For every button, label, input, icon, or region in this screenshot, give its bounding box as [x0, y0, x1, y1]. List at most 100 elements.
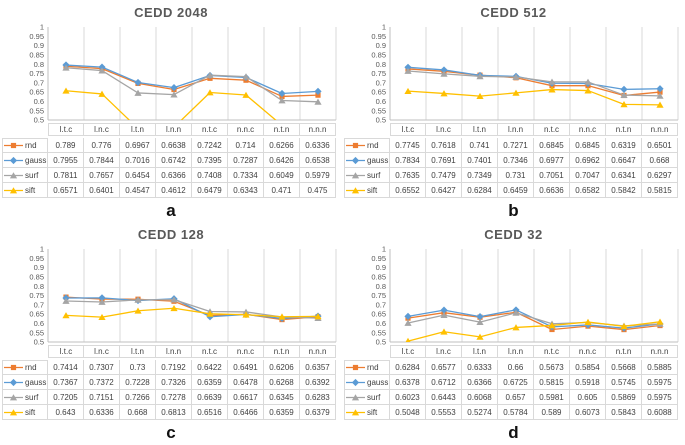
- y-axis-tick-label: 0.5: [34, 338, 44, 345]
- legend-key-surf: surf: [2, 168, 48, 183]
- marker-gauss: [134, 78, 142, 87]
- value-cell: 0.6577: [426, 360, 462, 375]
- value-cell: 0.7844: [84, 153, 120, 168]
- marker-surf: [62, 297, 70, 304]
- value-cell: 0.6466: [228, 405, 264, 420]
- marker-sift: [98, 313, 106, 321]
- value-cell: 0.7307: [84, 360, 120, 375]
- legend-key-sift: sift: [344, 405, 390, 420]
- value-cell: 0.5869: [606, 390, 642, 405]
- marker-surf: [584, 78, 592, 85]
- marker-surf: [242, 73, 250, 80]
- line-chart: 10.950.90.850.80.750.70.650.60.550.5: [371, 245, 679, 345]
- rnd-legend-icon: [346, 142, 365, 149]
- value-cell: 0.657: [498, 390, 534, 405]
- value-cell: 0.7408: [192, 168, 228, 183]
- series-name: gauss: [25, 377, 47, 387]
- legend-key-gauss: gauss: [344, 375, 390, 390]
- category-header: l.t.n: [120, 123, 156, 136]
- value-cell: 0.6357: [300, 360, 336, 375]
- marker-surf: [134, 89, 142, 96]
- value-cell: 0.5274: [462, 405, 498, 420]
- marker-gauss: [314, 87, 322, 95]
- chart-title: CEDD 2048: [134, 5, 208, 20]
- sift-legend-icon: [4, 408, 23, 415]
- value-cell: 0.714: [228, 138, 264, 153]
- marker-surf: [476, 73, 484, 80]
- y-axis-tick-label: 0.75: [29, 291, 44, 300]
- marker-sift: [134, 307, 142, 314]
- value-cell: 0.7346: [498, 153, 534, 168]
- value-cell: 0.5981: [534, 390, 570, 405]
- marker-sift: [206, 310, 214, 317]
- value-cell: 0.7326: [156, 375, 192, 390]
- value-cell: 0.7242: [192, 138, 228, 153]
- marker-sift: [656, 101, 664, 108]
- value-cell: 0.741: [462, 138, 498, 153]
- value-cell: 0.776: [84, 138, 120, 153]
- value-cell: 0.6552: [390, 183, 426, 198]
- value-cell: 0.7635: [390, 168, 426, 183]
- y-axis-tick-label: 0.85: [29, 51, 44, 60]
- series-name: surf: [25, 170, 39, 180]
- legend-key-sift: sift: [2, 183, 48, 198]
- category-header: n.n.c: [570, 123, 606, 136]
- marker-sift: [584, 318, 592, 325]
- marker-gauss: [170, 83, 178, 92]
- category-header: n.t.c: [192, 345, 228, 358]
- value-cell: 0.5979: [300, 168, 336, 183]
- series-line-sift: [65, 307, 319, 318]
- value-cell: 0.5885: [642, 360, 678, 375]
- category-header: l.n.c: [426, 345, 462, 358]
- marker-sift: [62, 87, 70, 94]
- legend-key-rnd: rnd: [2, 360, 48, 375]
- panel-label: b: [508, 201, 519, 220]
- value-cell: 0.5745: [606, 375, 642, 390]
- chart-title: CEDD 32: [484, 227, 543, 242]
- category-header: n.t.c: [534, 123, 570, 136]
- category-header: n.t.c: [192, 123, 228, 136]
- value-cell: 0.6336: [300, 138, 336, 153]
- category-header: l.n.n: [498, 123, 534, 136]
- line-chart: 10.950.90.850.80.750.70.650.60.550.5: [29, 23, 337, 123]
- y-axis-tick-label: 0.65: [371, 88, 386, 97]
- value-cell: 0.7228: [120, 375, 156, 390]
- category-header: l.t.c: [48, 345, 84, 358]
- y-axis-tick-label: 0.55: [29, 328, 44, 337]
- value-cell: 0.6068: [462, 390, 498, 405]
- value-cell: 0.5668: [606, 360, 642, 375]
- category-header: n.n.n: [300, 345, 336, 358]
- value-cell: 0.7955: [48, 153, 84, 168]
- gauss-legend-icon: [4, 156, 23, 164]
- value-cell: 0.6478: [228, 375, 264, 390]
- category-header: l.t.n: [462, 123, 498, 136]
- series-name: sift: [367, 407, 378, 417]
- surf-legend-icon: [346, 171, 365, 178]
- value-cell: 0.6392: [300, 375, 336, 390]
- value-cell: 0.7266: [120, 390, 156, 405]
- value-cell: 0.6206: [264, 360, 300, 375]
- marker-sift: [548, 86, 556, 93]
- y-axis-tick-label: 0.75: [371, 69, 386, 78]
- y-axis-tick-label: 0.5: [376, 116, 386, 123]
- value-cell: 0.6516: [192, 405, 228, 420]
- marker-surf: [476, 318, 484, 326]
- value-cell: 0.7349: [462, 168, 498, 183]
- y-axis-tick-label: 0.7: [376, 300, 386, 309]
- marker-surf: [134, 296, 142, 303]
- y-axis-tick-label: 0.95: [371, 32, 386, 41]
- y-axis-tick-label: 1: [382, 245, 386, 254]
- category-header: n.n.n: [642, 123, 678, 136]
- data-table: l.t.c l.n.c l.t.n l.n.n n.t.c n.n.c n.t.n n.n.n…: [2, 345, 336, 420]
- marker-sift: [170, 304, 178, 312]
- value-cell: 0.6073: [570, 405, 606, 420]
- value-cell: 0.6343: [228, 183, 264, 198]
- marker-rnd: [315, 92, 321, 98]
- y-axis-tick-label: 0.65: [371, 310, 386, 319]
- value-cell: 0.5048: [390, 405, 426, 420]
- marker-surf: [206, 71, 214, 79]
- chart-title: CEDD 512: [480, 5, 547, 20]
- value-cell: 0.7051: [534, 168, 570, 183]
- value-cell: 0.6283: [300, 390, 336, 405]
- y-axis-tick-label: 0.8: [376, 282, 386, 291]
